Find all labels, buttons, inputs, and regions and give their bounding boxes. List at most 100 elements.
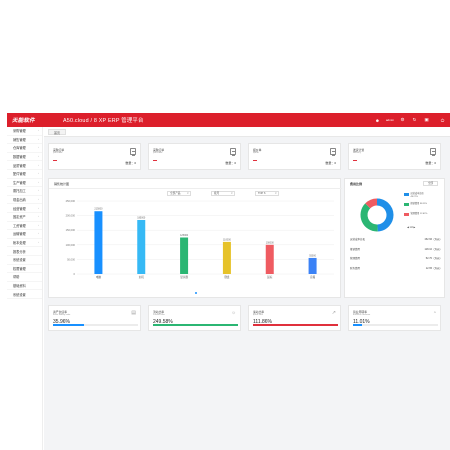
donut-slice[interactable] <box>360 203 378 232</box>
bar[interactable] <box>137 219 146 274</box>
y-tick-label: 0 <box>74 272 76 276</box>
y-tick-label: 50,000 <box>67 257 75 261</box>
kpi-card[interactable]: 流动比率 current ratio ☼ 249.58% <box>148 305 241 331</box>
sidebar-item-label: 基础资料 <box>13 283 26 288</box>
fullscreen-icon[interactable]: ▣ <box>424 117 429 122</box>
y-tick-label: 200,000 <box>66 214 76 218</box>
sidebar-item[interactable]: 帮助 <box>7 273 42 282</box>
x-tick-label: 键盘 <box>224 275 230 279</box>
sidebar-item[interactable]: 销售管理 › <box>7 136 42 145</box>
logo-subtitle: TIANNENG SOFTWARE <box>12 121 30 123</box>
stat-accent <box>253 160 257 161</box>
sidebar-item-label: 仓库管理 <box>13 146 26 151</box>
expense-label: 推销费用 <box>350 247 361 251</box>
power-icon[interactable]: ⏻ <box>440 117 445 123</box>
x-tick-label: 主机 <box>139 275 145 279</box>
user-name[interactable]: admin <box>385 118 394 122</box>
kpi-card[interactable]: 营业周转率 business turnover ◔ 11.01% <box>348 305 441 331</box>
period-filter[interactable]: 按月 <box>211 191 235 197</box>
stat-subtitle: quote <box>253 152 259 154</box>
kpi-card[interactable]: 资产负债率 asset liability ratio ▤ 35.96% <box>48 305 141 331</box>
sidebar: 采购管理 › 销售管理 › 仓库管理 › 数据管理 › 品质管理 › 配件管理 › 生产管理 › 委托加工 ›… <box>7 127 43 450</box>
product-filter[interactable]: 全部产品 <box>167 191 191 197</box>
sidebar-item[interactable]: 现金出纳 › <box>7 196 42 205</box>
pie-filter[interactable]: 全部 <box>422 181 438 186</box>
document-icon <box>430 148 436 156</box>
stat-name: 报价单 <box>253 148 262 152</box>
kpi-card[interactable]: 速动比率 quick ratio ↗ 111.86% <box>248 305 341 331</box>
expense-row: 财务费用 12.65（万元） <box>350 266 442 270</box>
top-filter[interactable]: TOP 6 <box>255 191 279 197</box>
donut-slice[interactable] <box>376 198 394 232</box>
kpi-value: 11.01% <box>353 319 370 325</box>
kpi-subtitle: business turnover <box>353 313 371 316</box>
sidebar-item-label: 工资管理 <box>13 223 26 228</box>
bar[interactable] <box>265 244 274 274</box>
user-icon[interactable]: ☻ <box>374 117 380 123</box>
bar-data-label: 110000 <box>223 238 231 241</box>
sidebar-item-label: 权限管理 <box>13 266 26 271</box>
chart-pager-dot[interactable] <box>195 292 198 295</box>
sidebar-item-label: 帐本处理 <box>13 241 26 246</box>
sidebar-item[interactable]: 经营管理 › <box>7 204 42 213</box>
sidebar-item[interactable]: 固定资产 › <box>7 213 42 222</box>
document-icon <box>130 148 136 156</box>
expense-label: 财务费用 <box>350 266 361 270</box>
y-tick-label: 250,000 <box>66 199 76 203</box>
stat-value: 数量：0 <box>225 161 236 165</box>
bar[interactable] <box>180 237 189 275</box>
sidebar-item-label: 报表分析 <box>13 249 26 254</box>
x-tick-label: 显示器 <box>180 275 188 279</box>
chevron-right-icon: › <box>38 189 39 193</box>
x-tick-label: 音箱 <box>310 275 316 279</box>
stat-card[interactable]: 发货计划 delivery 数量：0 <box>348 143 441 170</box>
sidebar-item-label: 销售管理 <box>13 137 26 142</box>
sidebar-item-label: 现金出纳 <box>13 198 26 203</box>
donut-slice[interactable] <box>365 198 378 209</box>
sidebar-item[interactable]: 帐本处理 › <box>7 239 42 248</box>
legend-item[interactable]: 运营成本总和 49.27% <box>404 193 431 198</box>
stat-card[interactable]: 采购订单 purchase 数量：0 <box>148 143 241 170</box>
bar[interactable] <box>222 241 231 274</box>
legend-pager[interactable]: ◀ 1/2 ▶ <box>407 226 416 229</box>
sidebar-item[interactable]: 运输管理 › <box>7 230 42 239</box>
x-tick-label: 鼠标 <box>267 275 273 279</box>
sun-icon: ☼ <box>231 310 236 316</box>
sidebar-item[interactable]: 数据管理 › <box>7 153 42 162</box>
sidebar-item[interactable]: 仓库管理 › <box>7 144 42 153</box>
bar-data-label: 215000 <box>94 208 103 211</box>
sidebar-item[interactable]: 委托加工 › <box>7 187 42 196</box>
tab-home[interactable]: 首页 <box>48 129 67 135</box>
y-tick-label: 150,000 <box>66 228 76 232</box>
bar[interactable] <box>308 257 317 274</box>
sidebar-item[interactable]: 工资管理 › <box>7 222 42 231</box>
legend-item[interactable]: 管理费用 12.62% <box>404 213 431 217</box>
bar[interactable] <box>94 211 103 274</box>
stat-name: 发货计划 <box>353 148 365 152</box>
stat-card[interactable]: 报价单 quote 数量：0 <box>248 143 341 170</box>
sidebar-item[interactable]: 生产管理 › <box>7 179 42 188</box>
stat-accent <box>153 160 157 161</box>
expense-value: 52.70（万元） <box>425 257 442 260</box>
main-content: 首页 采购订单 purchase 数量：0 采购订单 purchase 数量：0 报价单 qu… <box>44 127 450 450</box>
bar-data-label: 55000 <box>309 254 316 257</box>
stat-card[interactable]: 采购订单 purchase 数量：0 <box>48 143 141 170</box>
sidebar-item[interactable]: 采购管理 › <box>7 127 42 136</box>
x-tick-label: 电脑 <box>96 275 102 279</box>
sidebar-item[interactable]: 权限管理 <box>7 265 42 274</box>
sidebar-item[interactable]: 配件管理 › <box>7 170 42 179</box>
sidebar-item[interactable]: 报表分析 <box>7 247 42 256</box>
refresh-icon[interactable]: ↻ <box>412 117 417 122</box>
legend-item[interactable]: 推销费用 38.11% <box>404 203 431 207</box>
sidebar-item[interactable]: 品质管理 › <box>7 161 42 170</box>
stat-accent <box>53 160 57 161</box>
kpi-name: 营业周转率 <box>353 310 367 314</box>
sidebar-item-label: 数据管理 <box>13 155 26 160</box>
sidebar-item[interactable]: 基础资料 <box>7 282 42 291</box>
sidebar-item[interactable]: 系统设置 <box>7 290 42 299</box>
gear-icon[interactable]: ⚙ <box>400 117 405 122</box>
stat-subtitle: purchase <box>53 152 63 154</box>
stat-value: 数量：0 <box>425 161 436 165</box>
sidebar-item[interactable]: 系统设置 <box>7 256 42 265</box>
kpi-progress-bar <box>353 324 363 326</box>
